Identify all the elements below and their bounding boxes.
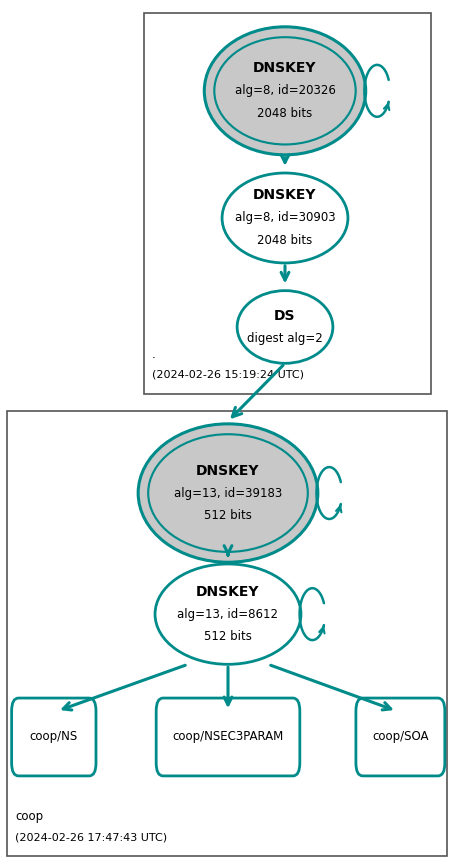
Text: (2024-02-26 15:19:24 UTC): (2024-02-26 15:19:24 UTC) [152,369,303,380]
Text: .: . [152,348,155,361]
Text: coop/NSEC3PARAM: coop/NSEC3PARAM [172,730,283,744]
Text: 512 bits: 512 bits [204,630,251,644]
Ellipse shape [237,291,332,363]
Text: (2024-02-26 17:47:43 UTC): (2024-02-26 17:47:43 UTC) [15,832,167,843]
FancyBboxPatch shape [11,698,96,776]
Text: coop/NS: coop/NS [30,730,78,744]
Ellipse shape [155,564,300,664]
Ellipse shape [214,37,355,144]
Ellipse shape [138,424,317,562]
Text: digest alg=2: digest alg=2 [247,331,322,345]
Ellipse shape [204,27,365,155]
Text: 2048 bits: 2048 bits [257,106,312,120]
Bar [143,13,430,394]
Bar [7,411,446,856]
Text: DNSKEY: DNSKEY [196,585,259,599]
Text: DNSKEY: DNSKEY [253,61,316,75]
Text: DNSKEY: DNSKEY [253,189,316,202]
Ellipse shape [222,173,347,263]
Text: 2048 bits: 2048 bits [257,234,312,247]
Text: coop: coop [15,811,43,823]
FancyBboxPatch shape [355,698,444,776]
Text: 512 bits: 512 bits [204,509,251,522]
Text: DS: DS [273,309,295,323]
Text: alg=8, id=30903: alg=8, id=30903 [234,211,334,225]
Text: coop/SOA: coop/SOA [371,730,428,744]
Text: alg=8, id=20326: alg=8, id=20326 [234,84,335,98]
FancyBboxPatch shape [156,698,299,776]
Text: DNSKEY: DNSKEY [196,464,259,477]
Text: alg=13, id=39183: alg=13, id=39183 [173,486,282,500]
Text: alg=13, id=8612: alg=13, id=8612 [177,607,278,621]
Ellipse shape [148,434,307,552]
